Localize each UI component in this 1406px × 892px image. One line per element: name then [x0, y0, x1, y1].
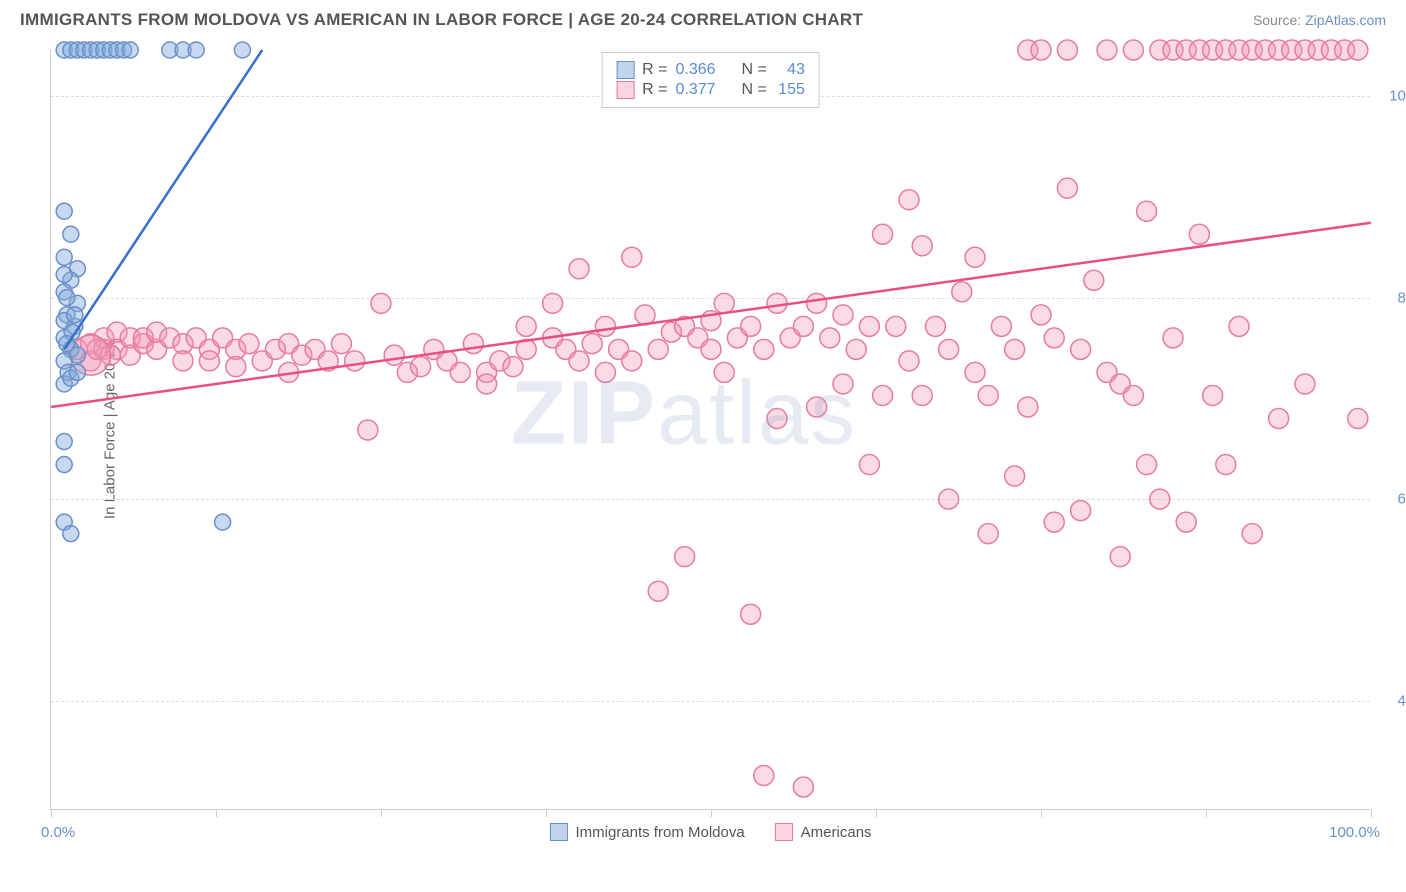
- chart-header: IMMIGRANTS FROM MOLDOVA VS AMERICAN IN L…: [0, 0, 1406, 38]
- n-value-moldova: 43: [775, 61, 805, 79]
- correlation-legend: R = 0.366 N = 43 R = 0.377 N = 155: [601, 52, 820, 108]
- legend-label-americans: Americans: [801, 824, 872, 841]
- y-tick-label: 65.0%: [1380, 491, 1406, 508]
- x-tick: [546, 809, 547, 817]
- y-tick-label: 100.0%: [1380, 88, 1406, 105]
- legend-label-moldova: Immigrants from Moldova: [575, 824, 744, 841]
- r-label: R =: [642, 81, 667, 99]
- swatch-pink-icon: [775, 823, 793, 841]
- x-tick: [1206, 809, 1207, 817]
- r-label: R =: [642, 61, 667, 79]
- swatch-pink: [616, 81, 634, 99]
- n-value-americans: 155: [775, 81, 805, 99]
- source-link[interactable]: ZipAtlas.com: [1305, 12, 1386, 28]
- source-prefix: Source:: [1253, 12, 1305, 28]
- legend-row-americans: R = 0.377 N = 155: [616, 81, 805, 99]
- chart-title: IMMIGRANTS FROM MOLDOVA VS AMERICAN IN L…: [20, 10, 863, 30]
- x-tick: [876, 809, 877, 817]
- swatch-blue: [616, 61, 634, 79]
- x-tick: [216, 809, 217, 817]
- y-tick-label: 82.5%: [1380, 289, 1406, 306]
- series-legend: Immigrants from Moldova Americans: [549, 823, 871, 841]
- x-tick: [1041, 809, 1042, 817]
- r-value-americans: 0.377: [675, 81, 715, 99]
- x-tick: [51, 809, 52, 817]
- x-tick: [711, 809, 712, 817]
- x-axis-max-label: 100.0%: [1329, 824, 1380, 841]
- source-attribution: Source: ZipAtlas.com: [1253, 12, 1386, 28]
- legend-item-moldova: Immigrants from Moldova: [549, 823, 744, 841]
- scatter-chart: In Labor Force | Age 20-24 47.5%65.0%82.…: [50, 50, 1370, 810]
- plot-canvas: [51, 50, 1370, 809]
- x-tick: [1371, 809, 1372, 817]
- swatch-blue-icon: [549, 823, 567, 841]
- x-axis-min-label: 0.0%: [41, 824, 75, 841]
- x-tick: [381, 809, 382, 817]
- y-tick-label: 47.5%: [1380, 692, 1406, 709]
- legend-row-moldova: R = 0.366 N = 43: [616, 61, 805, 79]
- r-value-moldova: 0.366: [675, 61, 715, 79]
- legend-item-americans: Americans: [775, 823, 872, 841]
- n-label: N =: [742, 81, 767, 99]
- n-label: N =: [742, 61, 767, 79]
